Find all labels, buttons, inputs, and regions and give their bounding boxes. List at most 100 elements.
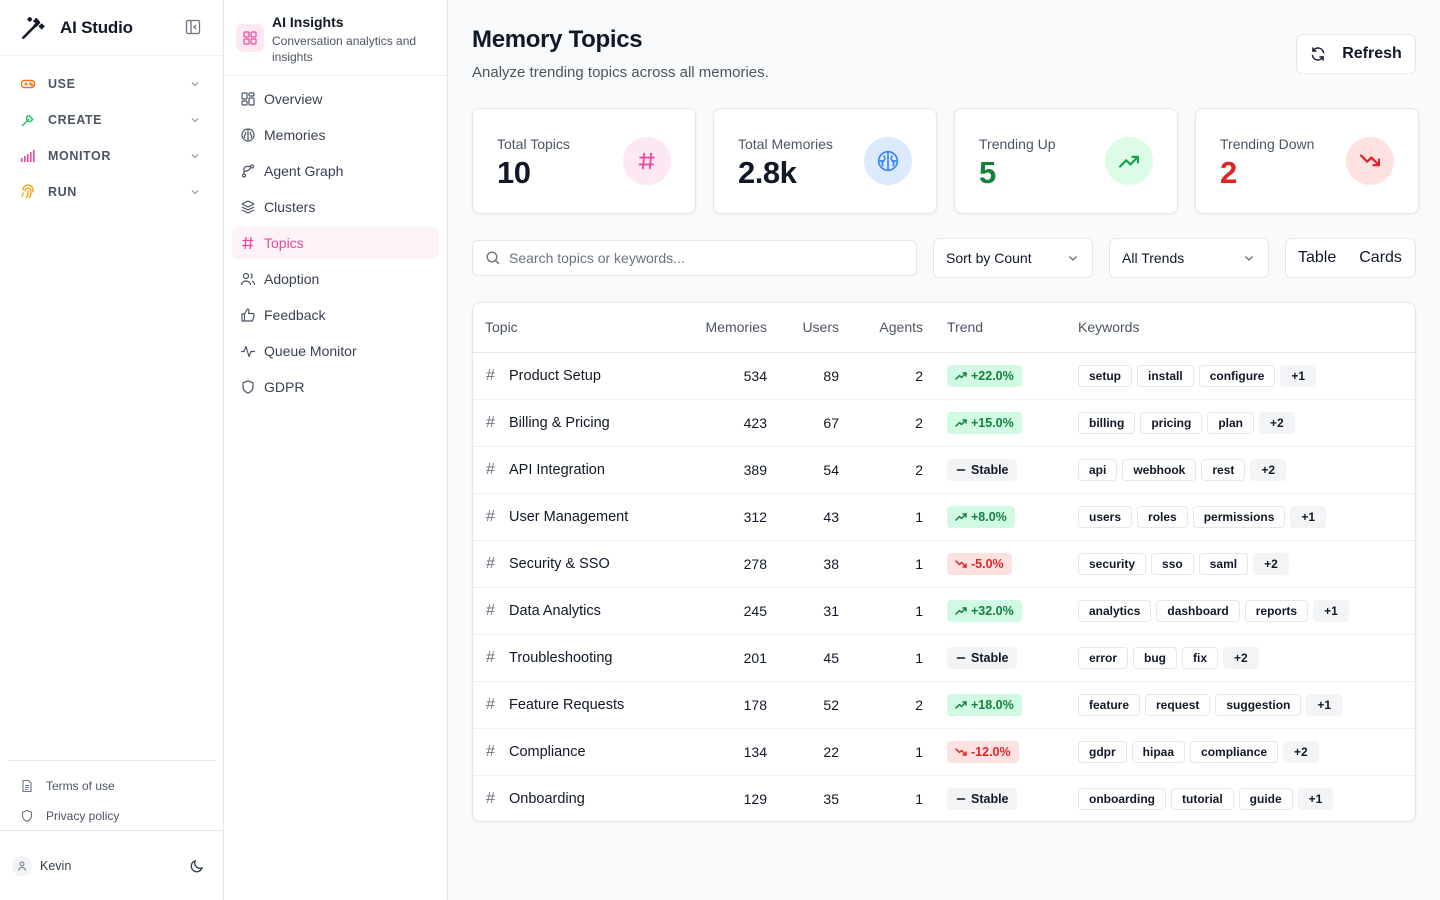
users-count: 35 [823, 790, 839, 807]
hash-icon: # [486, 648, 495, 666]
brand[interactable]: AI Studio [0, 0, 223, 56]
users-count: 52 [767, 681, 839, 729]
page-title: Memory Topics [472, 26, 643, 53]
subnav-label: Clusters [264, 199, 316, 215]
table-row[interactable]: # API Integration 389 54 2 Stable api webhook re… [473, 446, 1415, 494]
trend-value: +32.0% [971, 603, 1014, 618]
table-row[interactable]: # Data Analytics 245 31 1 +32.0% analytics dash… [473, 587, 1415, 635]
minus-icon [956, 468, 966, 471]
view-table-button[interactable]: Table [1298, 249, 1337, 266]
keyword-tag: configure [1198, 364, 1276, 387]
subnav-label: Memories [264, 127, 326, 143]
sidebar-group-monitor[interactable]: MONITOR [0, 138, 223, 174]
sidebar-group-create[interactable]: CREATE [0, 102, 223, 138]
subnav-label: Agent Graph [264, 163, 344, 179]
view-cards-button[interactable]: Cards [1359, 249, 1402, 266]
column-header[interactable]: Memories [683, 303, 767, 353]
more-keywords-tag[interactable]: +2 [1250, 458, 1287, 481]
subnav-item-agent-graph[interactable]: Agent Graph [232, 155, 439, 187]
subnav-item-memories[interactable]: Memories [232, 119, 439, 151]
more-keywords-tag[interactable]: +2 [1259, 411, 1295, 434]
keyword-tag: tutorial [1171, 787, 1234, 810]
more-keywords-tag[interactable]: +2 [1283, 740, 1319, 763]
memories-count: 129 [743, 790, 767, 807]
subnav-label: GDPR [264, 379, 305, 395]
page-subtitle: Analyze trending topics across all memor… [472, 64, 769, 81]
table-row[interactable]: # Billing & Pricing 423 67 2 +15.0% billing pri… [473, 399, 1415, 447]
trend-value: Stable [971, 650, 1009, 665]
memories-count: 312 [683, 493, 767, 541]
topic-cell: # Compliance [485, 743, 683, 761]
privacy-link[interactable]: Privacy policy [8, 801, 215, 831]
hash-icon: # [486, 554, 495, 572]
search-input[interactable] [509, 250, 889, 266]
stat-label: Total Memories [738, 136, 833, 152]
more-keywords-tag[interactable]: +2 [1223, 646, 1259, 669]
more-keywords-tag[interactable]: +2 [1253, 552, 1289, 575]
trending-down-icon [955, 559, 967, 568]
topics-table: Topic Memories Users Agents Trend Keywor… [473, 303, 1415, 821]
user-menu[interactable]: Kevin [0, 830, 223, 900]
hash-icon [623, 137, 671, 185]
more-keywords-tag[interactable]: +1 [1290, 505, 1327, 528]
trending-up-icon [955, 512, 967, 521]
brain-icon [864, 137, 912, 185]
moon-icon[interactable] [189, 858, 205, 874]
terms-link[interactable]: Terms of use [8, 771, 215, 801]
more-keywords-tag[interactable]: +1 [1313, 599, 1349, 622]
trend-value: +8.0% [971, 509, 1007, 524]
subnav-item-feedback[interactable]: Feedback [232, 299, 439, 331]
stat-card-total-memories: Total Memories 2.8k [713, 108, 937, 214]
sidebar-group-run[interactable]: RUN [0, 174, 223, 210]
table-row[interactable]: # Security & SSO 278 38 1 -5.0% security sso sam… [473, 540, 1415, 588]
refresh-label: Refresh [1342, 45, 1402, 62]
column-header[interactable]: Keywords [1054, 303, 1415, 353]
subnav-item-adoption[interactable]: Adoption [232, 263, 439, 295]
more-keywords-tag[interactable]: +1 [1280, 364, 1317, 387]
collapse-sidebar-icon[interactable] [185, 19, 201, 35]
keyword-tag: onboarding [1078, 787, 1166, 810]
stat-label: Total Topics [497, 136, 570, 152]
user-icon [18, 861, 26, 871]
layers-icon [241, 200, 255, 214]
hash-icon: # [486, 507, 495, 525]
hash-icon: # [486, 413, 495, 431]
table-row[interactable]: # Feature Requests 178 52 2 +18.0% feature requ… [473, 681, 1415, 729]
subnav-item-clusters[interactable]: Clusters [232, 191, 439, 223]
table-row[interactable]: # Compliance 134 22 1 -12.0% gdpr hipaa complian… [473, 728, 1415, 776]
keyword-tag: reports [1244, 599, 1309, 622]
subnav-item-overview[interactable]: Overview [232, 83, 439, 115]
table-row[interactable]: # Product Setup 534 89 2 +22.0% setup install co… [473, 352, 1415, 400]
table-row[interactable]: # User Management 312 43 1 +8.0% users roles per… [473, 493, 1415, 541]
topic-cell: # Security & SSO [485, 555, 683, 573]
column-header[interactable]: Topic [473, 303, 683, 353]
hash-icon: # [486, 366, 495, 384]
app-name: AI Studio [60, 17, 133, 37]
stat-label: Trending Up [979, 136, 1056, 152]
more-keywords-tag[interactable]: +1 [1297, 787, 1334, 810]
column-header[interactable]: Agents [839, 303, 923, 353]
chevron-down-icon [1069, 256, 1077, 261]
table-row[interactable]: # Onboarding 129 35 1 Stable onboarding tutoria… [473, 775, 1415, 821]
sort-select[interactable]: Sort by Count [933, 238, 1093, 278]
refresh-button[interactable]: Refresh [1296, 34, 1416, 74]
sidebar-group-use[interactable]: USE [0, 66, 223, 102]
subnav-item-topics[interactable]: Topics [232, 227, 439, 259]
trend-filter-select[interactable]: All Trends [1109, 238, 1269, 278]
stat-value: 2.8k [738, 155, 797, 190]
hash-icon: # [486, 601, 495, 619]
keyword-tag: roles [1137, 505, 1188, 528]
terms-label: Terms of use [46, 779, 115, 793]
trend-value: +15.0% [971, 415, 1014, 430]
users-count: 67 [767, 399, 839, 447]
column-header[interactable]: Trend [923, 303, 1054, 353]
keyword-tag: fix [1182, 646, 1219, 669]
subnav-item-queue-monitor[interactable]: Queue Monitor [232, 335, 439, 367]
column-header[interactable]: Users [767, 303, 839, 353]
topics-table-card: Topic Memories Users Agents Trend Keywor… [472, 302, 1416, 822]
trend-value: Stable [971, 462, 1009, 477]
sidebar-footer: Terms of use Privacy policy [8, 760, 215, 831]
table-row[interactable]: # Troubleshooting 201 45 1 Stable error bug fix +… [473, 634, 1415, 682]
subnav-item-gdpr[interactable]: GDPR [232, 371, 439, 403]
more-keywords-tag[interactable]: +1 [1306, 693, 1343, 716]
